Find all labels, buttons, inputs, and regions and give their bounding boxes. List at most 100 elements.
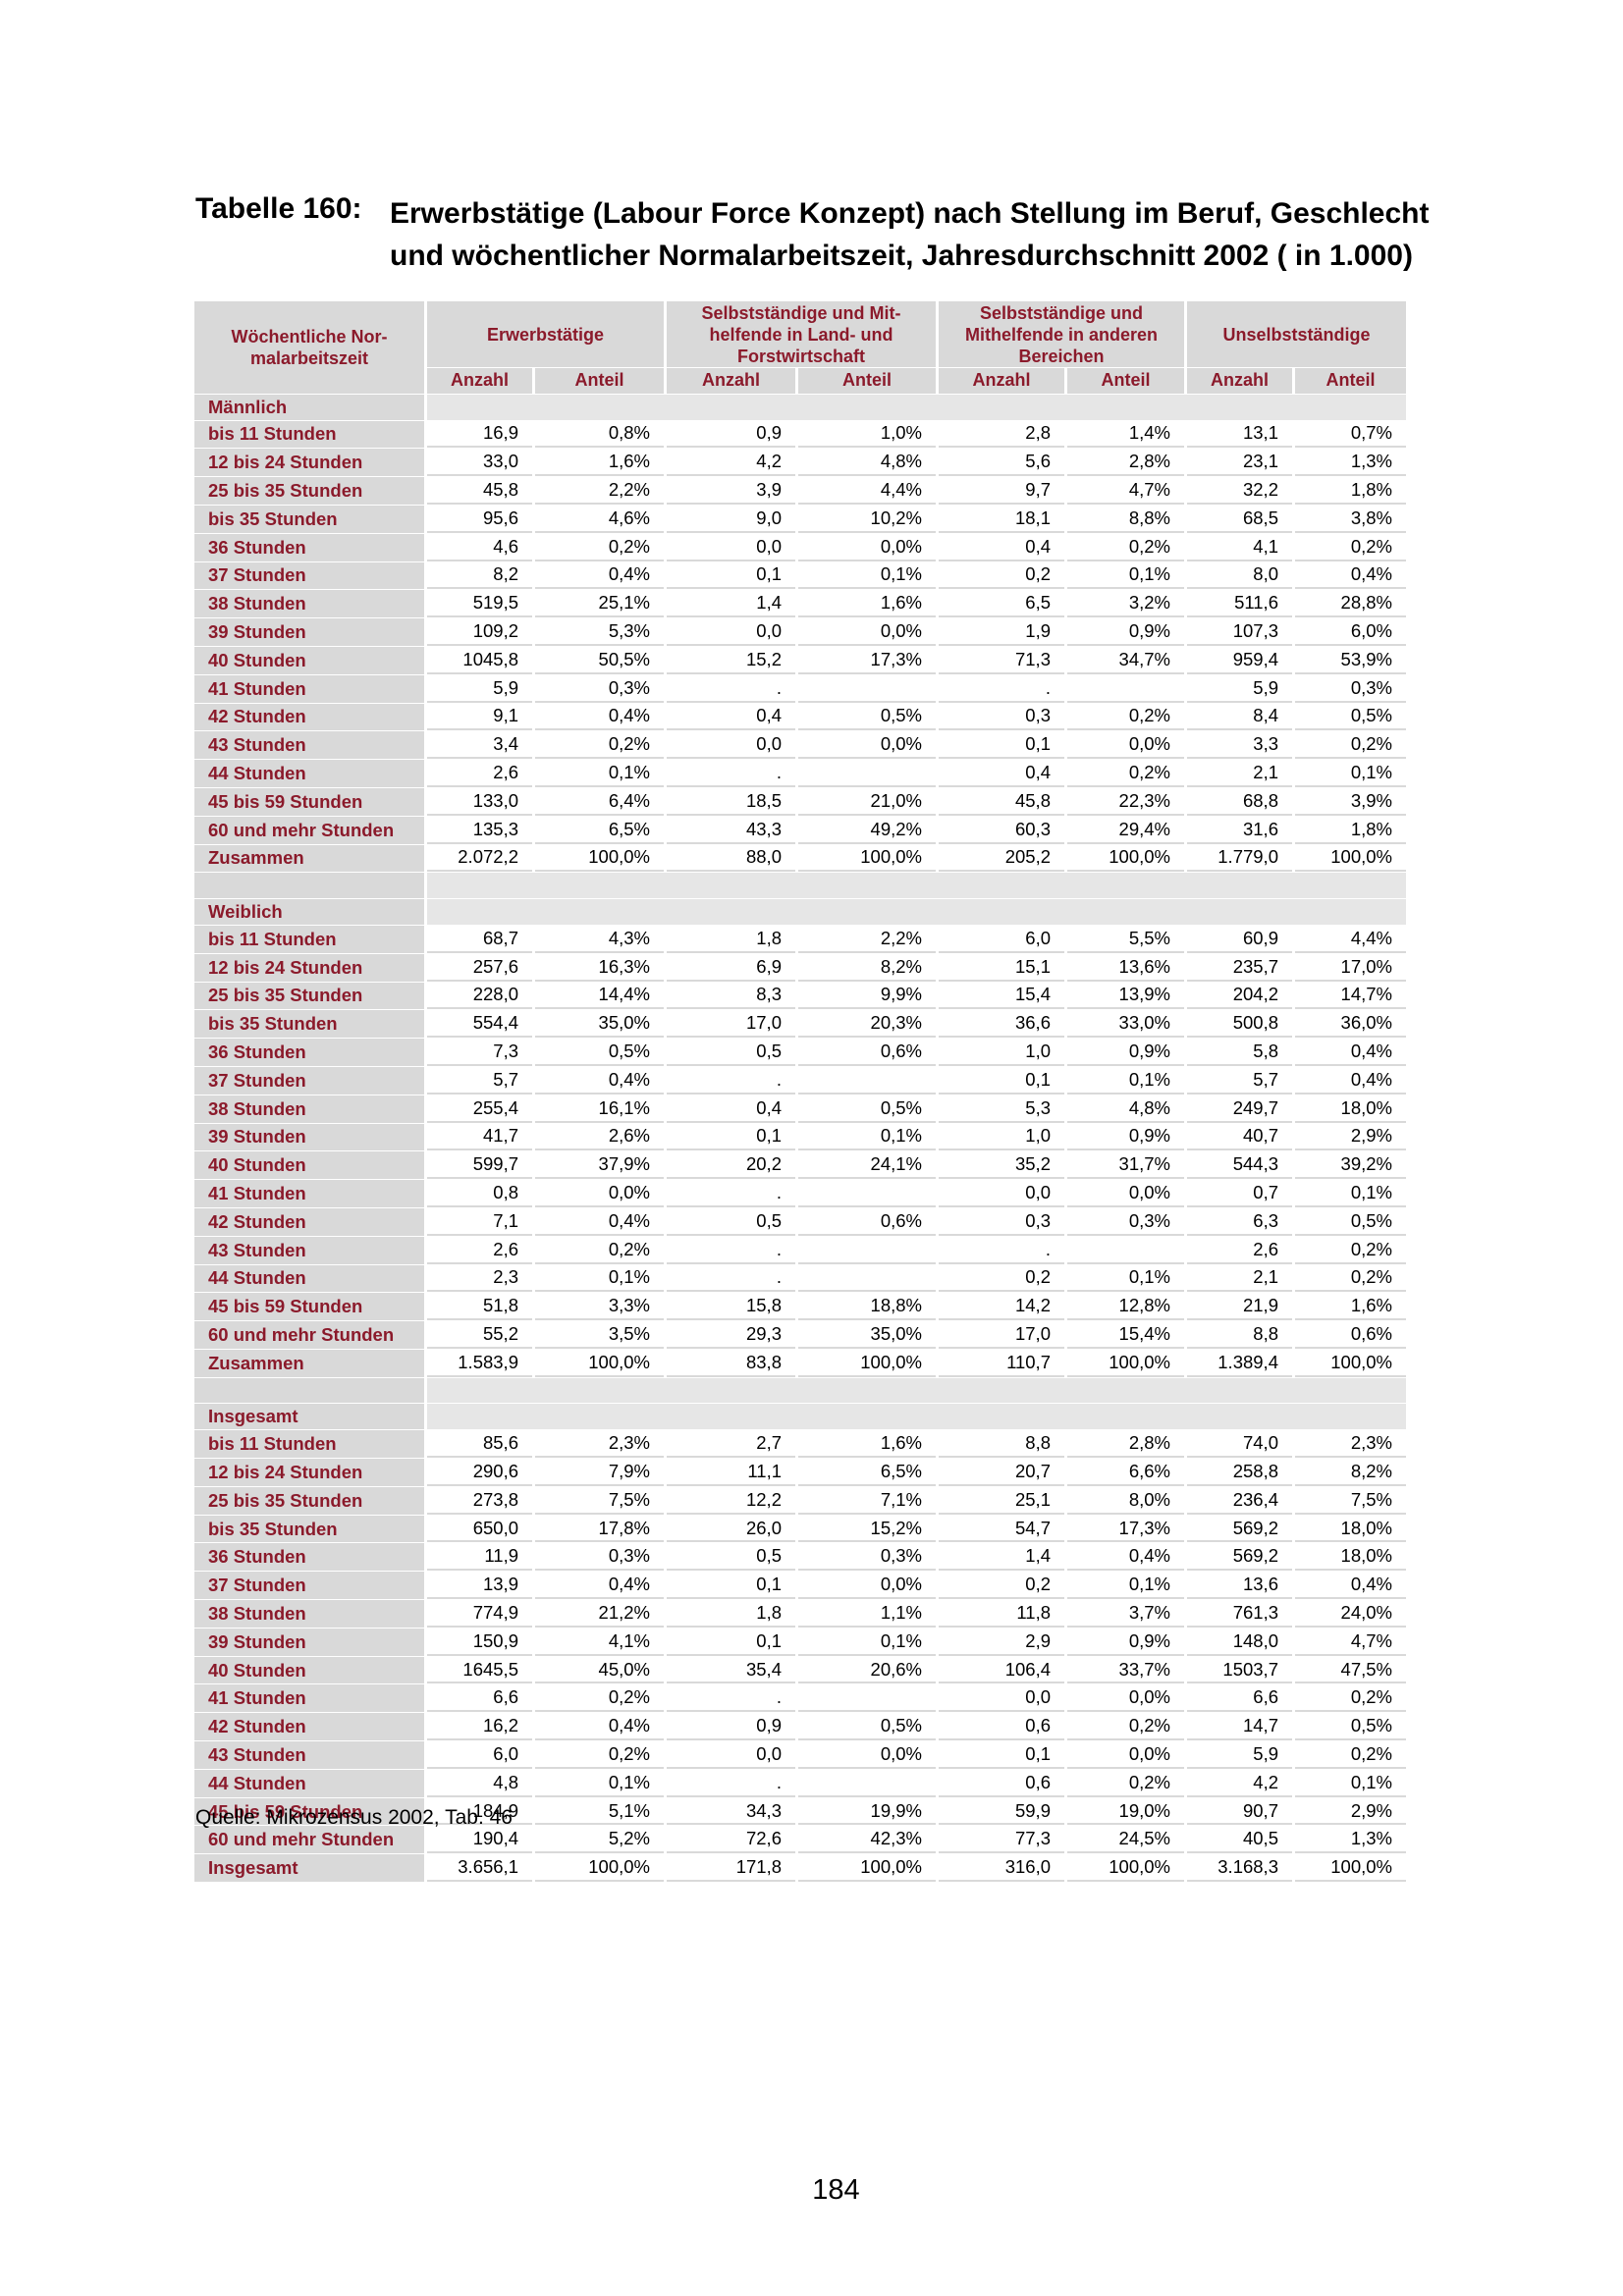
cell: 6,5 (939, 590, 1064, 618)
cell: 3.656,1 (427, 1854, 532, 1883)
section-label: Männlich (194, 394, 424, 420)
cell: 0,5% (798, 1713, 936, 1741)
cell: 5,3% (535, 618, 664, 646)
data-row: 25 bis 35 Stunden 45,8 2,2% 3,9 4,4% 9,7 4,7% 3… (194, 477, 1406, 505)
cell: 24,5% (1067, 1826, 1184, 1854)
section-fill (427, 899, 1406, 925)
cell: 228,0 (427, 983, 532, 1010)
row-label: 40 Stunden (194, 1656, 424, 1684)
cell: 500,8 (1187, 1010, 1292, 1039)
cell: 60,9 (1187, 926, 1292, 953)
cell: . (667, 1265, 795, 1293)
subheader-row: Anzahl Anteil Anzahl Anteil Anzahl Anteil Anza… (194, 368, 1406, 394)
cell: 0,3% (1295, 675, 1406, 703)
cell: 22,3% (1067, 788, 1184, 816)
cell: 17,0% (1295, 954, 1406, 982)
cell: 83,8 (667, 1350, 795, 1377)
cell: 8,2% (1295, 1459, 1406, 1486)
cell (798, 1180, 936, 1207)
cell: 3,8% (1295, 506, 1406, 533)
row-label: 41 Stunden (194, 674, 424, 703)
cell: 17,0 (667, 1010, 795, 1039)
data-row: bis 11 Stunden 16,9 0,8% 0,9 1,0% 2,8 1,4% 13,1… (194, 420, 1406, 449)
cell: 1645,5 (427, 1657, 532, 1684)
cell: 3,7% (1067, 1600, 1184, 1628)
cell: 5,7 (427, 1067, 532, 1095)
cell: . (939, 675, 1064, 703)
data-row: 39 Stunden 41,7 2,6% 0,1 0,1% 1,0 0,9% 40,7 2,9% (194, 1123, 1406, 1151)
cell: 28,8% (1295, 590, 1406, 618)
cell: 554,4 (427, 1010, 532, 1039)
cell: 33,0 (427, 449, 532, 477)
cell: 54,7 (939, 1516, 1064, 1543)
row-label: 36 Stunden (194, 533, 424, 561)
cell: 6,5% (535, 817, 664, 844)
cell: 0,2 (939, 1265, 1064, 1293)
cell: 21,0% (798, 788, 936, 816)
cell: 0,7% (1295, 421, 1406, 449)
row-label: Zusammen (194, 1349, 424, 1377)
cell: 16,9 (427, 421, 532, 449)
cell: 1,6% (798, 590, 936, 618)
cell: 7,3 (427, 1039, 532, 1066)
row-label: 36 Stunden (194, 1039, 424, 1066)
cell: 29,4% (1067, 817, 1184, 844)
cell: 0,6 (939, 1770, 1064, 1797)
cell: 0,9% (1067, 1629, 1184, 1656)
cell: 14,7 (1187, 1713, 1292, 1741)
cell: 18,8% (798, 1293, 936, 1321)
cell: 0,4% (535, 1208, 664, 1236)
row-label: 44 Stunden (194, 1769, 424, 1797)
table-title: Erwerbstätige (Labour Force Konzept) nac… (390, 192, 1430, 277)
cell: 2,9% (1295, 1124, 1406, 1151)
cell: 20,6% (798, 1657, 936, 1684)
cell: 2,2% (798, 926, 936, 953)
cell: 1.583,9 (427, 1350, 532, 1377)
row-label: 37 Stunden (194, 1572, 424, 1600)
cell: 2,8% (1067, 449, 1184, 477)
cell: 7,5% (535, 1487, 664, 1515)
cell: 0,2% (1295, 731, 1406, 760)
cell: 2,3 (427, 1265, 532, 1293)
cell: 85,6 (427, 1430, 532, 1459)
cell: 4,2 (1187, 1770, 1292, 1797)
cell: 40,7 (1187, 1124, 1292, 1151)
data-row: 38 Stunden 255,4 16,1% 0,4 0,5% 5,3 4,8% 249,7 1… (194, 1095, 1406, 1123)
data-row: 39 Stunden 150,9 4,1% 0,1 0,1% 2,9 0,9% 148,0 4,… (194, 1628, 1406, 1656)
group-header: Selbstständige und Mithelfende in andere… (939, 301, 1184, 367)
row-label: bis 11 Stunden (194, 925, 424, 953)
row-label: 40 Stunden (194, 646, 424, 674)
cell: 1,6% (798, 1430, 936, 1459)
cell: 0,1% (1067, 562, 1184, 590)
data-row: 42 Stunden 7,1 0,4% 0,5 0,6% 0,3 0,3% 6,3 0,5% (194, 1207, 1406, 1236)
cell: 236,4 (1187, 1487, 1292, 1515)
cell: 11,1 (667, 1459, 795, 1486)
row-label: Insgesamt (194, 1854, 424, 1883)
cell: 15,1 (939, 954, 1064, 982)
cell: 0,0% (798, 731, 936, 760)
cell: 100,0% (535, 1854, 664, 1883)
cell: 519,5 (427, 590, 532, 618)
cell: 0,4 (939, 534, 1064, 561)
cell: 0,0% (798, 1741, 936, 1769)
cell: 2,9% (1295, 1798, 1406, 1826)
cell: 45,8 (427, 477, 532, 505)
cell: 34,3 (667, 1798, 795, 1826)
separator-cell (427, 873, 1406, 899)
cell: 1,0 (939, 1124, 1064, 1151)
cell: 21,2% (535, 1600, 664, 1628)
row-label: 12 bis 24 Stunden (194, 1459, 424, 1486)
row-label: 39 Stunden (194, 618, 424, 646)
cell: 40,5 (1187, 1826, 1292, 1854)
cell: 0,4% (1295, 562, 1406, 590)
data-row: bis 35 Stunden 650,0 17,8% 26,0 15,2% 54,7 17,… (194, 1515, 1406, 1543)
row-label: 45 bis 59 Stunden (194, 1293, 424, 1321)
row-label: 36 Stunden (194, 1543, 424, 1572)
group-header: Erwerbstätige (427, 301, 664, 367)
cell: 6,4% (535, 788, 664, 816)
cell: 0,2% (1295, 534, 1406, 561)
cell: 4,8% (798, 449, 936, 477)
cell: 71,3 (939, 647, 1064, 674)
cell: 16,3% (535, 954, 664, 982)
cell: 1,0% (798, 421, 936, 449)
